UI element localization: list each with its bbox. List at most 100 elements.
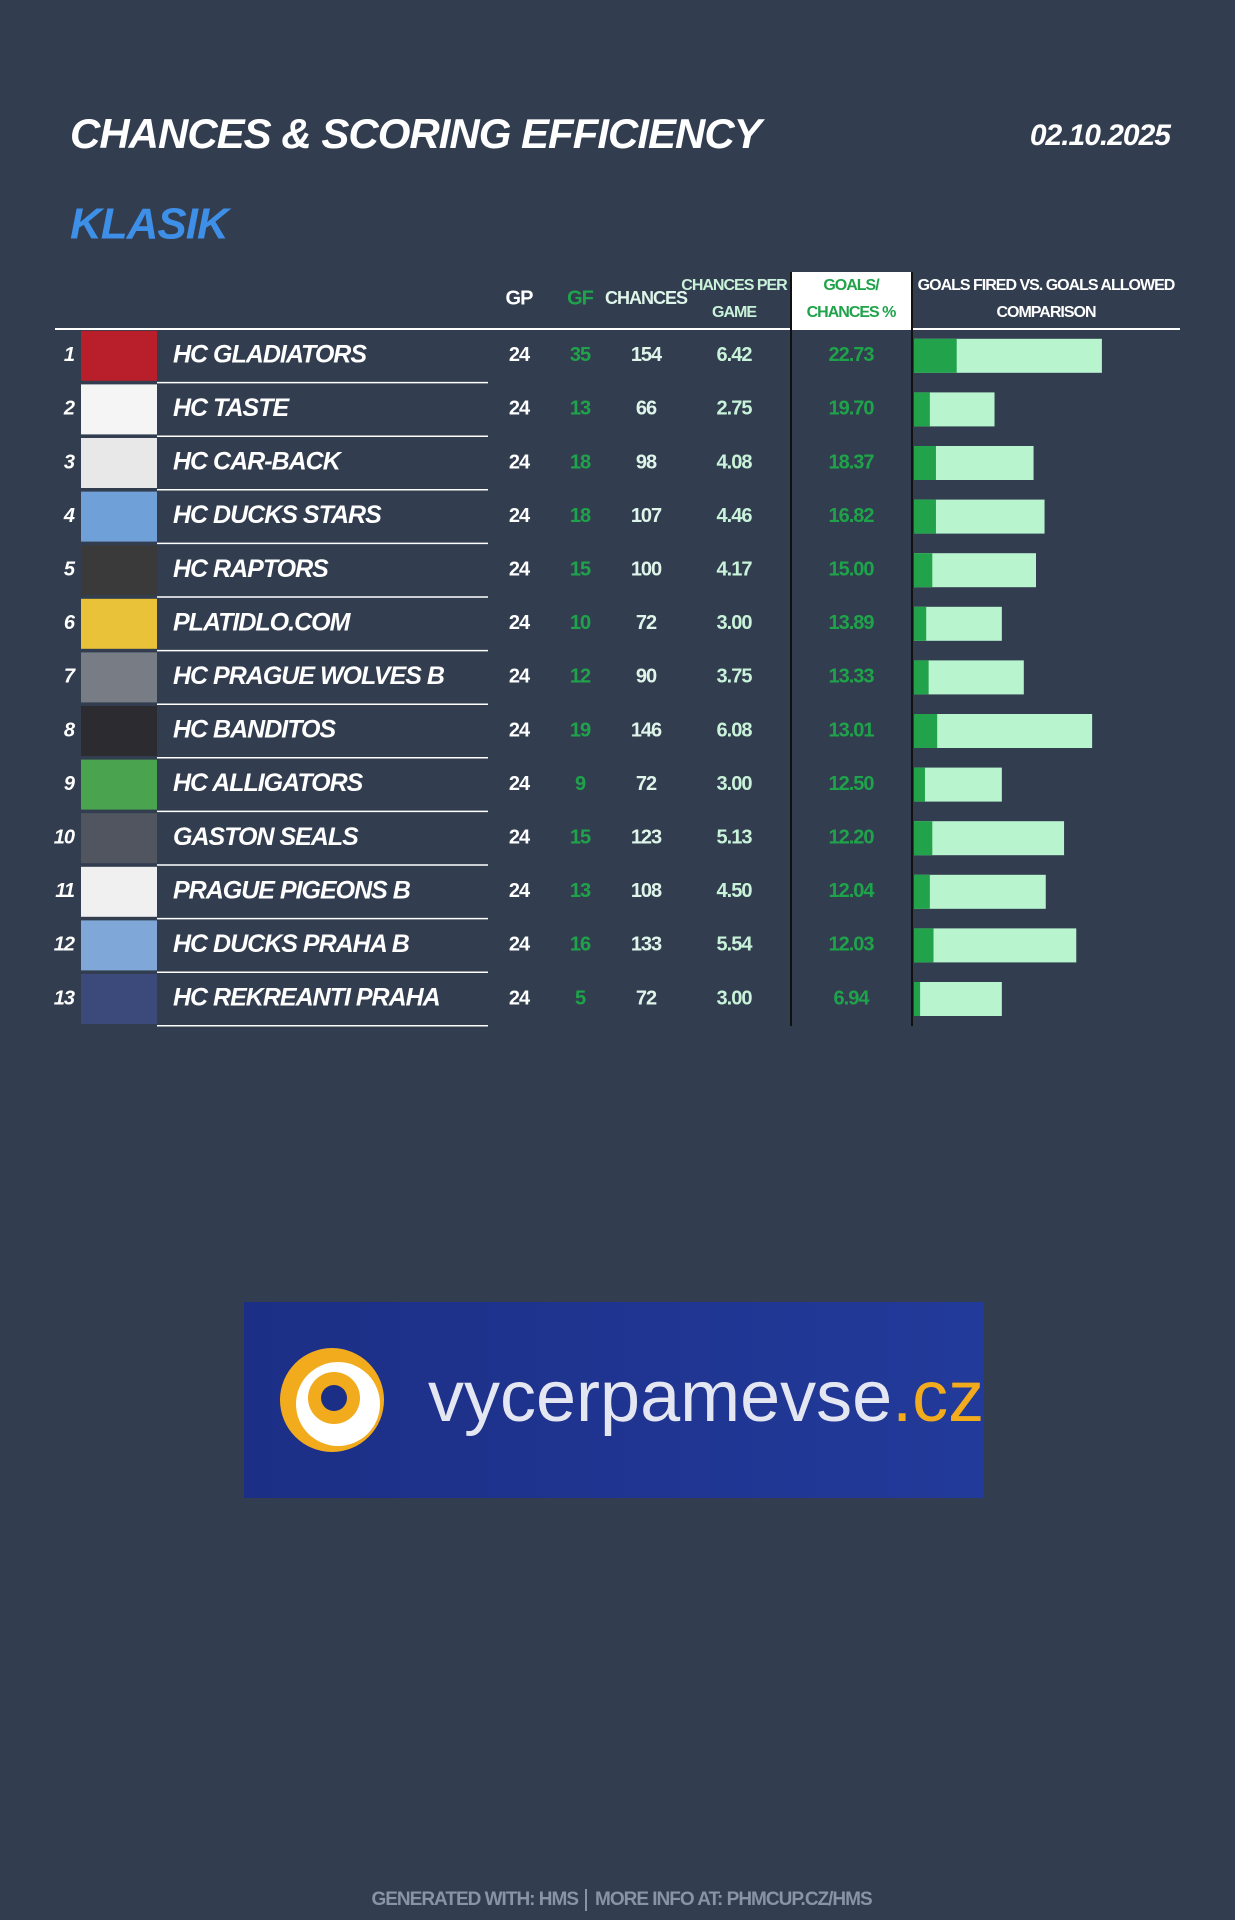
- cell-chances: 72: [636, 987, 657, 1009]
- cell-chances-per-game: 5.13: [717, 826, 753, 848]
- rank: 8: [64, 719, 76, 741]
- highlight-header: [791, 272, 912, 328]
- cell-chances-per-game: 5.54: [717, 934, 754, 956]
- cell-chances: 146: [631, 719, 662, 741]
- cell-goals-chances-pct: 13.33: [828, 666, 874, 688]
- cell-gf: 9: [575, 773, 586, 795]
- goals-bar: [914, 392, 930, 427]
- goals-bar: [914, 874, 930, 909]
- cell-gp: 24: [509, 344, 531, 366]
- chances-bar: [914, 660, 1024, 695]
- column-header: CHANCES: [605, 288, 688, 308]
- cell-gp: 24: [509, 451, 531, 473]
- cell-chances-per-game: 6.08: [717, 719, 753, 741]
- cell-chances: 133: [631, 934, 662, 956]
- goals-bar: [914, 928, 934, 963]
- cell-goals-chances-pct: 18.37: [828, 451, 874, 473]
- team-logo: [81, 652, 157, 703]
- team-logo: [81, 384, 157, 435]
- cell-gp: 24: [509, 880, 531, 902]
- chances-bar: [914, 714, 1093, 748]
- chances-bar: [914, 767, 1002, 802]
- column-header: GF: [567, 287, 594, 309]
- team-logo: [81, 866, 157, 917]
- cell-gp: 24: [509, 505, 531, 527]
- cell-gp: 24: [509, 987, 531, 1009]
- rank: 2: [63, 398, 75, 420]
- rank: 7: [64, 666, 76, 688]
- chances-bar: [914, 553, 1036, 588]
- team-logo: [81, 706, 157, 756]
- cell-chances-per-game: 3.75: [717, 666, 753, 688]
- chances-bar: [914, 982, 1002, 1016]
- footer-generated: GENERATED WITH: HMS: [371, 1889, 578, 1910]
- goals-bar: [914, 660, 929, 695]
- team-name: HC GLADIATORS: [173, 340, 367, 368]
- chances-bar: [914, 874, 1046, 909]
- cell-chances: 108: [631, 880, 662, 902]
- team-logo: [81, 920, 157, 971]
- cell-gp: 24: [509, 773, 531, 795]
- rank: 12: [54, 934, 75, 956]
- footer-info: MORE INFO AT: PHMCUP.CZ/HMS: [595, 1889, 872, 1910]
- chances-bar: [914, 606, 1002, 641]
- sponsor-tld: .cz: [892, 1357, 984, 1437]
- cell-gf: 15: [570, 826, 591, 848]
- cell-gf: 16: [570, 934, 591, 956]
- cell-gf: 35: [570, 344, 591, 366]
- team-name: HC DUCKS STARS: [173, 501, 382, 529]
- cell-chances-per-game: 4.17: [717, 558, 753, 580]
- team-logo: [81, 545, 157, 596]
- rank: 10: [54, 826, 75, 848]
- cell-gf: 18: [570, 505, 591, 527]
- team-name: HC RAPTORS: [173, 555, 329, 583]
- team-name: HC TASTE: [173, 394, 290, 422]
- cell-chances-per-game: 2.75: [717, 398, 753, 420]
- goals-bar: [914, 982, 921, 1016]
- goals-bar: [914, 821, 933, 856]
- team-logo: [81, 491, 157, 542]
- rank: 9: [64, 773, 76, 795]
- title: CHANCES & SCORING EFFICIENCY: [70, 110, 766, 157]
- team-name: HC REKREANTI PRAHA: [173, 984, 440, 1012]
- team-name: GASTON SEALS: [173, 823, 359, 851]
- goals-bar: [914, 553, 933, 588]
- cell-gp: 24: [509, 826, 531, 848]
- cell-gf: 5: [575, 987, 586, 1009]
- team-name: HC CAR-BACK: [173, 448, 343, 476]
- rank: 3: [64, 451, 75, 473]
- cell-chances: 66: [636, 398, 657, 420]
- rank: 13: [54, 987, 75, 1009]
- cell-gp: 24: [509, 719, 531, 741]
- goals-bar: [914, 446, 936, 480]
- cell-chances-per-game: 6.42: [717, 344, 753, 366]
- cell-chances: 154: [631, 344, 663, 366]
- goals-bar: [914, 606, 927, 641]
- goals-bar: [914, 499, 936, 534]
- logo-core: [321, 1385, 347, 1411]
- team-name: PLATIDLO.COM: [173, 608, 352, 636]
- chances-bar: [914, 928, 1077, 963]
- goals-bar: [914, 714, 938, 748]
- cell-goals-chances-pct: 12.04: [828, 880, 875, 902]
- cell-goals-chances-pct: 22.73: [828, 344, 874, 366]
- cell-gp: 24: [509, 934, 531, 956]
- rank: 1: [64, 344, 75, 366]
- cell-chances: 72: [636, 773, 657, 795]
- cell-chances-per-game: 4.08: [717, 451, 753, 473]
- rank: 6: [64, 612, 76, 634]
- team-logo: [81, 438, 157, 488]
- cell-gf: 18: [570, 451, 591, 473]
- column-header: GOALS/: [823, 277, 880, 294]
- goals-bar: [914, 767, 925, 802]
- cell-goals-chances-pct: 19.70: [828, 398, 874, 420]
- cell-goals-chances-pct: 13.01: [828, 719, 874, 741]
- cell-goals-chances-pct: 12.03: [828, 934, 874, 956]
- cell-goals-chances-pct: 12.20: [828, 826, 874, 848]
- sponsor-name: vycerpamevse.cz: [428, 1357, 984, 1437]
- cell-chances-per-game: 3.00: [717, 987, 753, 1009]
- cell-goals-chances-pct: 6.94: [834, 987, 871, 1009]
- cell-chances: 100: [631, 558, 662, 580]
- rank: 4: [63, 505, 75, 527]
